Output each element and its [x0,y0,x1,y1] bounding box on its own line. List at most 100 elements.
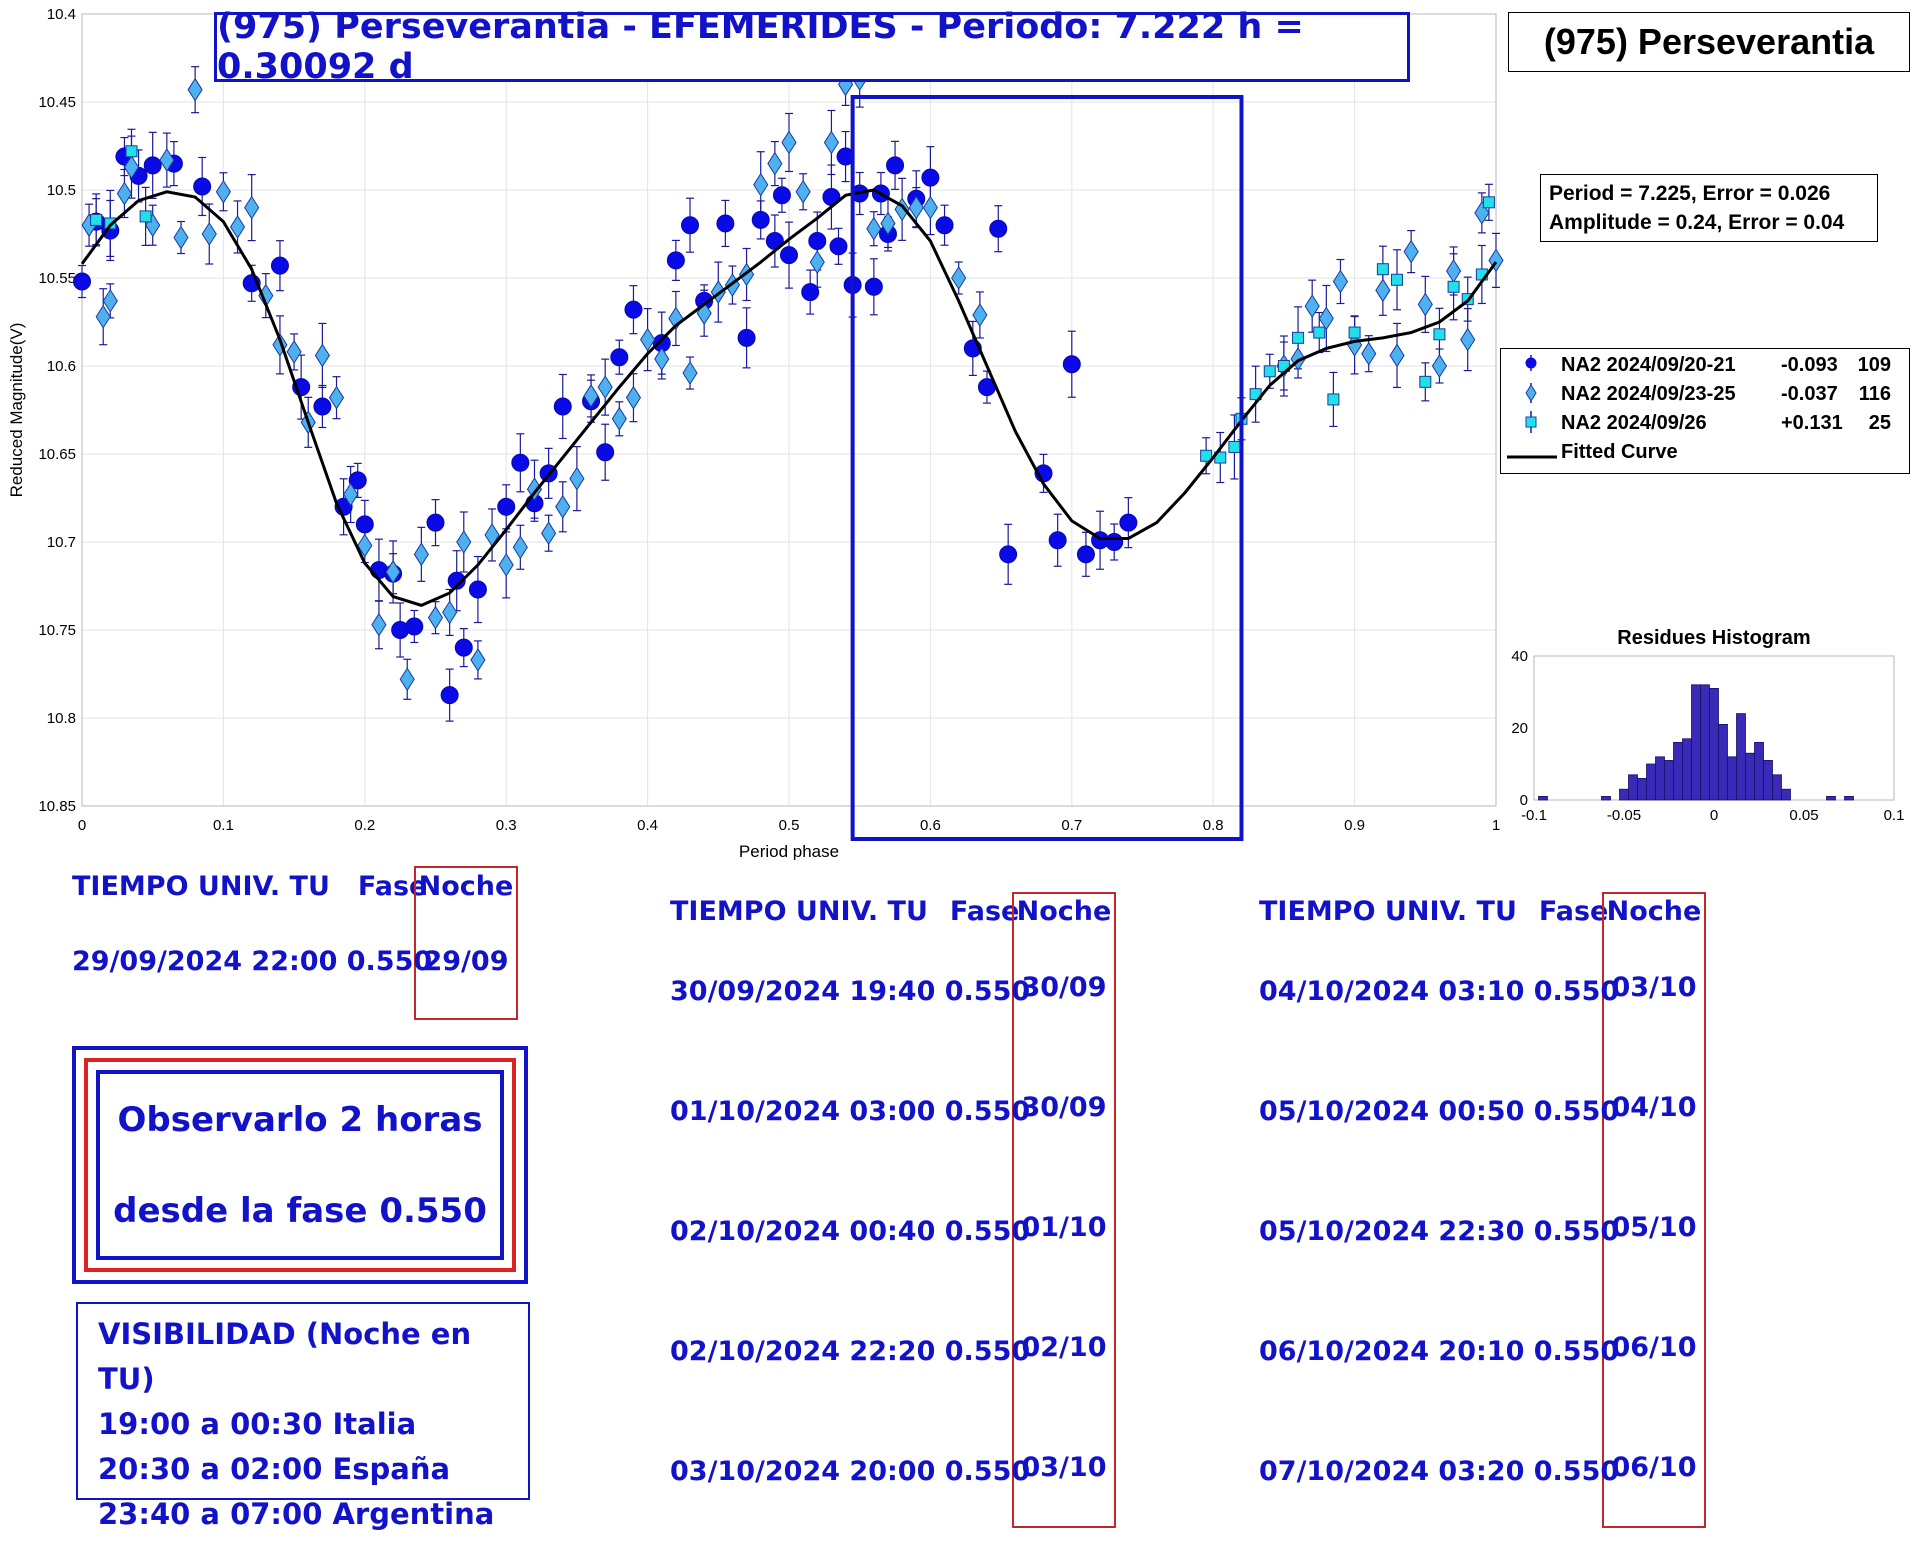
histogram-bar [1781,788,1791,801]
data-point-circle [1076,545,1095,564]
histogram-x-tick: 0 [1710,807,1718,824]
table-row: 02/10/2024 00:40 0.550 [670,1216,1031,1247]
data-point-diamond [427,605,444,630]
y-tick-label: 10.7 [47,534,76,551]
data-point-circle [405,617,424,636]
data-point-diamond [951,266,967,290]
data-point-diamond [123,155,140,180]
fitted-curve-line [80,188,1498,607]
x-tick-label: 0.8 [1203,817,1224,834]
data-point-circle [1119,513,1138,532]
histogram-ticks: -0.1 -0.05 0 0.05 0.1 0 20 40 [1511,648,1904,824]
x-tick-label: 0.9 [1344,817,1365,834]
data-point-diamond [583,383,599,408]
y-axis-label: Reduced Magnitude(V) [7,323,26,498]
visibility-box: VISIBILIDAD (Noche en TU) 19:00 a 00:30 … [76,1302,530,1531]
histogram-bar [1763,759,1773,801]
data-point-diamond [625,385,642,410]
data-point-diamond [753,172,769,197]
data-point-circle [780,246,798,265]
x-tick-label: 0.2 [354,817,375,834]
row-night: 06/10 [1611,1332,1697,1363]
data-point-diamond [512,535,528,560]
data-point-diamond [654,347,670,371]
data-point-circle [808,232,827,251]
data-point-circle [468,580,487,599]
observe-box-middle: Observarlo 2 horas desde la fase 0.550 [84,1058,516,1272]
row-night: 30/09 [1021,972,1107,1003]
fit-period: Period = 7.225, Error = 0.026 [1549,182,1831,205]
data-point-diamond [823,130,840,155]
data-point-diamond [1403,239,1419,264]
data-point-square [1419,375,1432,388]
table-row: 07/10/2024 03:20 0.550 [1259,1456,1620,1487]
chart-ticks: 0 0.1 0.2 0.3 0.4 0.5 0.6 0.7 0.8 0.9 1 10.4 10.45 10… [38,6,1500,834]
histogram-x-tick: -0.1 [1521,807,1547,824]
x-tick-label: 0.7 [1061,817,1082,834]
x-tick-label: 0.3 [496,817,517,834]
col1-header: TIEMPO UNIV. TU Fase [72,871,428,902]
x-axis-label: Period phase [739,842,839,860]
data-point-square [1433,328,1446,341]
data-point-diamond [922,195,938,220]
y-tick-label: 10.85 [38,798,76,815]
histogram-bar [1718,724,1728,801]
data-point-circle [999,545,1018,564]
data-point-circle [751,210,770,229]
data-point-circle [313,397,332,416]
data-point-diamond [1304,294,1320,319]
data-point-diamond [809,250,825,275]
fit-amplitude: Amplitude = 0.24, Error = 0.04 [1549,211,1845,234]
observe-box-inner: Observarlo 2 horas desde la fase 0.550 [96,1070,504,1260]
data-point-square [1313,326,1326,339]
col1-night-header: Noche [418,871,514,902]
data-point-diamond [95,304,111,329]
legend-labels: NA2 2024/09/20-21 -0.093 109 NA2 2024/09/2… [1561,351,1891,467]
visibility-italy: 19:00 a 00:30 Italia [98,1407,417,1441]
visibility-spain: 20:30 a 02:00 España [98,1452,451,1486]
data-point-diamond [972,303,988,327]
histogram-bar [1745,752,1755,801]
col3-header: TIEMPO UNIV. TU Fase [1259,896,1609,927]
data-point-diamond [328,385,345,410]
data-point-square [1228,440,1241,453]
histogram-bar [1736,713,1746,801]
histogram-bar [1664,759,1674,801]
data-point-diamond [767,151,783,176]
data-point-diamond [215,179,231,204]
histogram-bar [1709,688,1719,801]
data-point-diamond [343,482,359,507]
data-point-diamond [498,552,514,577]
y-tick-label: 10.45 [38,94,76,111]
histogram-bar [1682,738,1692,801]
data-point-circle [716,214,735,233]
data-point-diamond [470,647,486,672]
data-point-diamond [908,195,924,220]
data-point-diamond [229,215,246,239]
col2-header: TIEMPO UNIV. TU Fase [670,896,1020,927]
data-point-square [1376,263,1389,276]
data-point-diamond [244,195,260,220]
data-point-diamond [357,533,373,558]
data-point-circle [829,237,848,256]
data-point-circle [447,571,466,590]
legend-item: NA2 2024/09/26 +0.131 25 [1561,412,1891,434]
y-tick-label: 10.55 [38,270,76,287]
data-point-diamond [880,211,896,236]
data-point-diamond [781,130,797,155]
data-point-diamond [1389,343,1405,368]
y-tick-label: 10.5 [47,182,76,199]
data-point-diamond [611,406,627,431]
data-point-circle [348,471,367,490]
y-tick-label: 10.75 [38,622,76,639]
histogram-y-tick: 0 [1520,792,1528,809]
histogram-bar [1637,777,1647,801]
data-point-diamond [555,494,571,519]
visibility-argentina: 23:40 a 07:00 Argentina [98,1497,495,1531]
histogram-bar [1844,795,1854,801]
histogram-y-tick: 20 [1511,720,1528,737]
data-point-square [1447,280,1460,293]
data-point-square [1348,326,1361,339]
data-point-diamond [187,77,203,102]
fit-info-box: Period = 7.225, Error = 0.026 Amplitude … [1540,174,1878,242]
